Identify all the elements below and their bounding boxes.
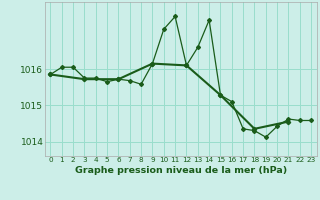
- X-axis label: Graphe pression niveau de la mer (hPa): Graphe pression niveau de la mer (hPa): [75, 166, 287, 175]
